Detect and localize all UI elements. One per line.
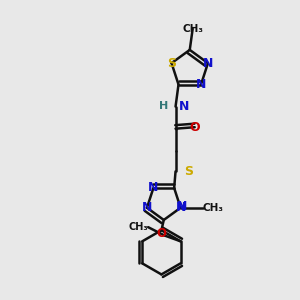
Text: O: O bbox=[189, 121, 200, 134]
Text: N: N bbox=[203, 57, 213, 70]
Text: N: N bbox=[176, 201, 186, 214]
Text: CH₃: CH₃ bbox=[203, 203, 224, 213]
Text: H: H bbox=[159, 101, 168, 111]
Text: CH₃: CH₃ bbox=[128, 222, 148, 232]
Text: O: O bbox=[156, 226, 167, 240]
Text: N: N bbox=[177, 200, 187, 213]
Text: N: N bbox=[178, 100, 189, 112]
Text: N: N bbox=[196, 78, 206, 91]
Text: CH₃: CH₃ bbox=[182, 24, 203, 34]
Text: S: S bbox=[167, 57, 176, 70]
Text: N: N bbox=[148, 182, 159, 194]
Text: N: N bbox=[142, 201, 152, 214]
Text: S: S bbox=[184, 165, 193, 178]
